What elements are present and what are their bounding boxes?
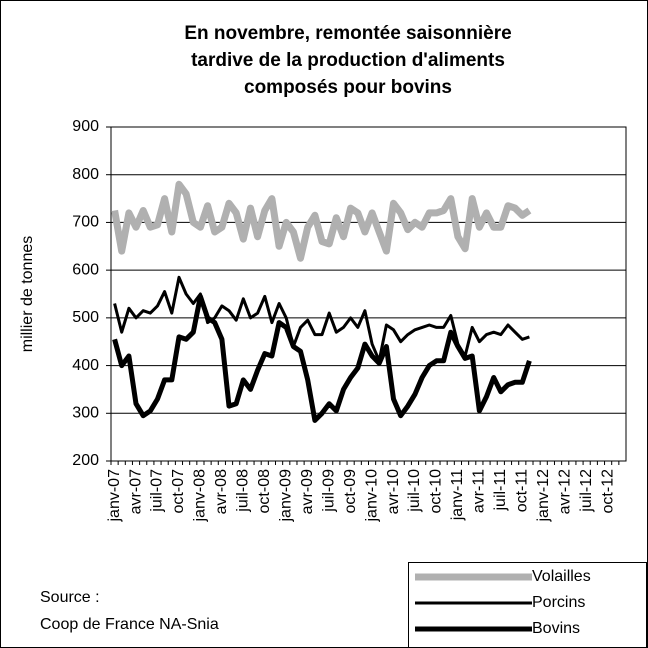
- x-tick-label: avr-11: [471, 469, 488, 513]
- x-tick-label: janv-11: [449, 469, 466, 521]
- x-tick-label: oct-12: [599, 469, 616, 514]
- x-tick-label: juil-08: [235, 469, 252, 513]
- x-tick-label: janv-07: [106, 469, 123, 523]
- x-tick-label: oct-07: [170, 469, 187, 514]
- x-tick-label: oct-10: [428, 469, 445, 514]
- y-tick-label: 200: [72, 452, 99, 469]
- source: Source :: [40, 589, 100, 606]
- y-tick-label: 300: [72, 405, 99, 422]
- chart-title: En novembre, remontée saisonnière tardive…: [184, 23, 511, 98]
- x-tick-label: juil-09: [320, 469, 337, 513]
- y-tick-label: 400: [72, 357, 99, 374]
- x-tick-label: oct-09: [342, 469, 359, 514]
- legend-label: Bovins: [532, 620, 580, 637]
- x-tick-label: avr-07: [127, 469, 144, 514]
- y-tick-label: 700: [72, 214, 99, 231]
- y-tick-label: 800: [72, 166, 99, 183]
- x-tick-label: oct-11: [514, 469, 531, 512]
- line-series: [112, 293, 532, 423]
- y-tick-label: 900: [72, 118, 99, 135]
- legend-label: Porcins: [532, 594, 585, 611]
- x-tick-label: juil-12: [578, 469, 595, 513]
- x-tick-label: juil-11: [492, 469, 509, 512]
- x-tick-label: avr-10: [385, 469, 402, 514]
- x-tick-label: janv-09: [277, 469, 294, 523]
- x-tick-label: juil-07: [149, 469, 166, 513]
- x-tick-label: janv-08: [192, 469, 209, 523]
- x-tick-label: janv-10: [363, 469, 380, 523]
- x-tick-label: janv-12: [535, 469, 552, 523]
- y-tick-label: 500: [72, 309, 99, 326]
- y-axis-label: millier de tonnes: [19, 236, 36, 353]
- x-tick-label: avr-09: [299, 469, 316, 514]
- x-tick-label: oct-08: [256, 469, 273, 514]
- x-tick-label: avr-12: [556, 469, 573, 514]
- source: Coop de France NA-Snia: [40, 616, 219, 633]
- x-tick-label: juil-10: [406, 469, 423, 513]
- y-tick-label: 600: [72, 261, 99, 278]
- legend-label: Volailles: [532, 568, 591, 585]
- line-series: [111, 180, 532, 262]
- x-tick-label: avr-08: [213, 469, 230, 514]
